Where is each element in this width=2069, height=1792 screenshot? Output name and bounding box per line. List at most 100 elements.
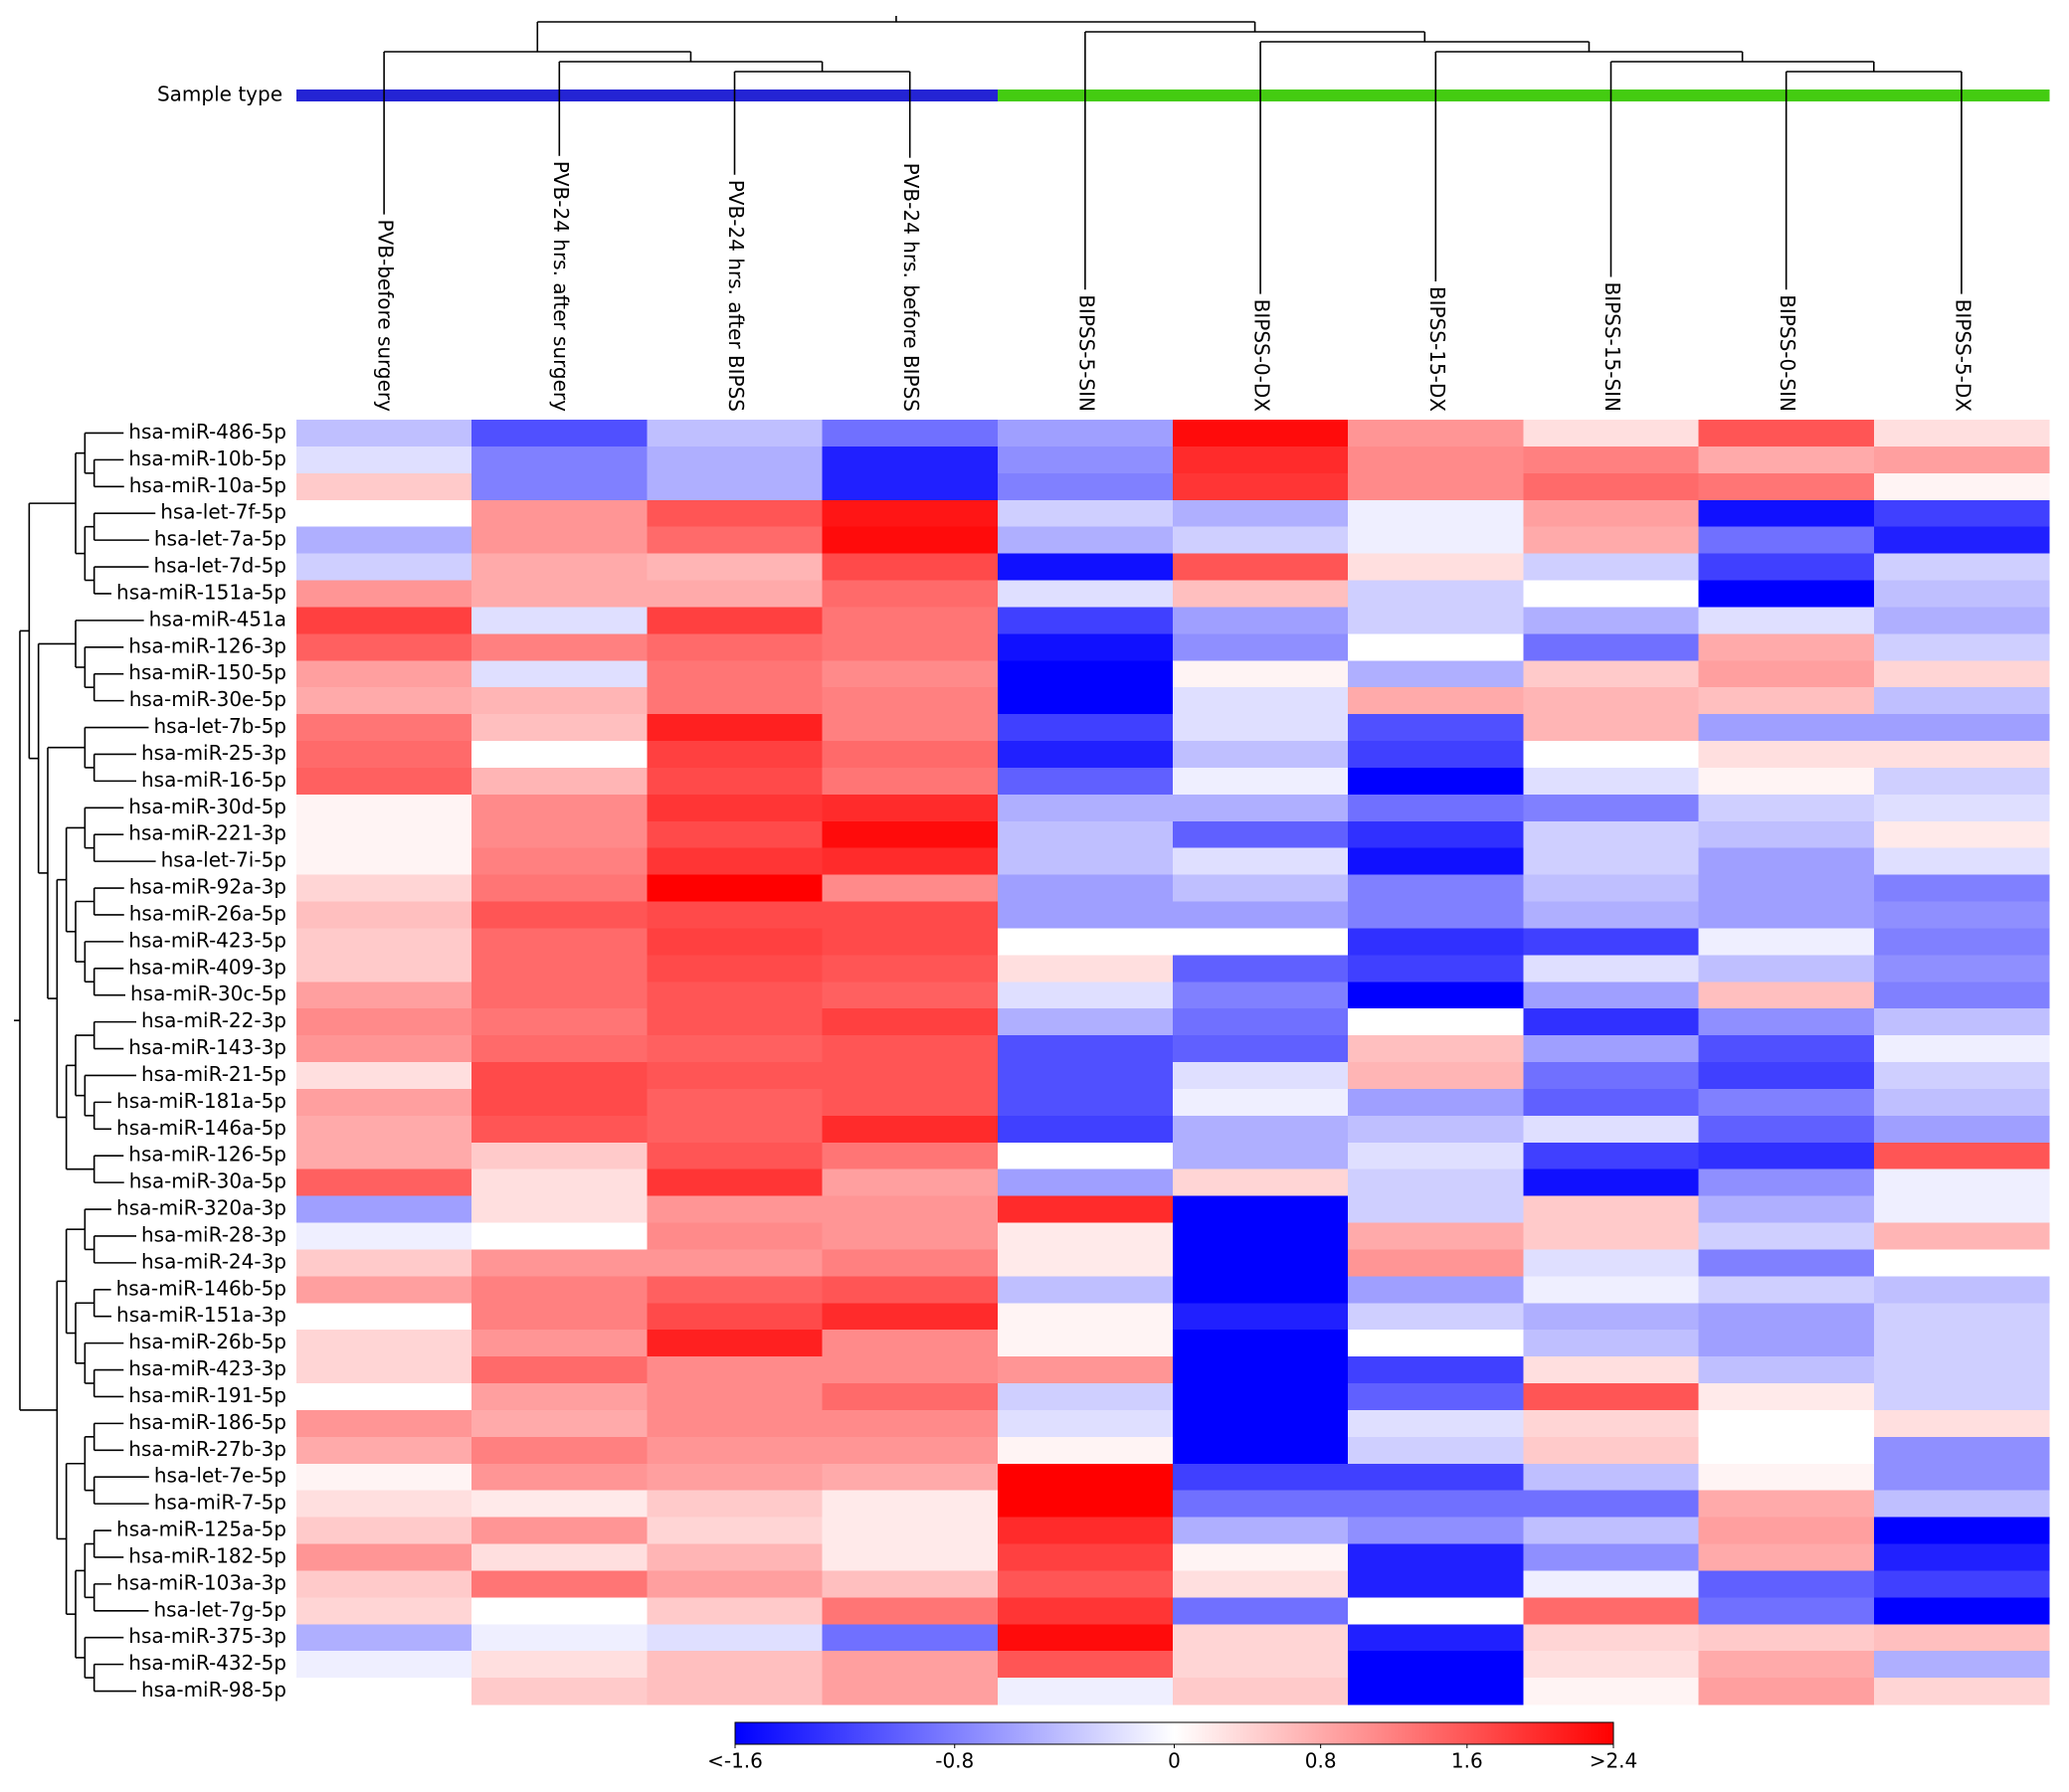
heatmap-cell: [647, 714, 824, 742]
heatmap-cell: [997, 1570, 1174, 1598]
row-label: hsa-miR-21-5p: [141, 1062, 286, 1086]
heatmap-cell: [1348, 1597, 1524, 1625]
heatmap-cell: [1348, 1088, 1524, 1117]
heatmap-cell: [1173, 1597, 1349, 1625]
heatmap-cell: [1523, 1597, 1700, 1625]
heatmap-cell: [647, 1249, 824, 1277]
heatmap-cell: [1698, 1330, 1875, 1357]
heatmap-cell: [1698, 472, 1875, 501]
heatmap-cell: [1698, 687, 1875, 715]
heatmap-cell: [1173, 1490, 1349, 1519]
heatmap-cell: [471, 901, 648, 930]
heatmap-cell: [647, 1356, 824, 1384]
column-label: BIPSS-5-SIN: [1074, 294, 1098, 412]
heatmap-cell: [647, 1409, 824, 1438]
heatmap-cell: [1523, 1303, 1700, 1331]
heatmap-cell: [647, 1463, 824, 1492]
heatmap-cell: [1873, 741, 2050, 769]
heatmap-cell: [997, 1678, 1174, 1705]
heatmap-cell: [1348, 847, 1524, 876]
heatmap-cell: [296, 741, 472, 769]
heatmap-cell: [1523, 1651, 1700, 1679]
heatmap-cell: [471, 1168, 648, 1197]
heatmap-cell: [822, 1383, 999, 1411]
heatmap-cell: [1173, 767, 1349, 796]
heatmap-cell: [822, 1276, 999, 1304]
heatmap-cell: [1173, 1651, 1349, 1679]
heatmap-cell: [471, 1008, 648, 1036]
heatmap-cell: [1698, 1222, 1875, 1251]
heatmap-cell: [1873, 1222, 2050, 1251]
heatmap-cell: [1348, 1463, 1524, 1492]
heatmap-cell: [997, 1624, 1174, 1652]
colorbar: [734, 1721, 1614, 1745]
heatmap-cell: [296, 928, 472, 956]
sample-type-label: Sample type: [157, 83, 282, 106]
heatmap-cell: [1348, 1330, 1524, 1357]
heatmap-cell: [647, 1195, 824, 1224]
heatmap-cell: [1698, 1543, 1875, 1572]
heatmap-cell: [1698, 553, 1875, 582]
heatmap-cell: [647, 928, 824, 956]
heatmap-cell: [471, 741, 648, 769]
heatmap-cell: [471, 794, 648, 822]
heatmap-cell: [1698, 526, 1875, 555]
heatmap-cell: [647, 955, 824, 983]
heatmap-cell: [822, 607, 999, 634]
heatmap-cell: [296, 1651, 472, 1679]
heatmap-cell: [1348, 1624, 1524, 1652]
heatmap-cell: [471, 660, 648, 688]
heatmap-cell: [296, 767, 472, 796]
heatmap-cell: [1173, 1463, 1349, 1492]
heatmap-cell: [1698, 1303, 1875, 1331]
heatmap-cell: [471, 1490, 648, 1519]
heatmap-cell: [1873, 767, 2050, 796]
heatmap-cell: [1873, 1249, 2050, 1277]
colorbar-tick-label: 0.8: [1305, 1749, 1337, 1773]
column-label: BIPSS-15-DX: [1425, 286, 1449, 412]
heatmap-cell: [1173, 901, 1349, 930]
heatmap-cell: [1523, 446, 1700, 474]
row-label: hsa-miR-7-5p: [154, 1491, 286, 1515]
heatmap-cell: [1523, 1517, 1700, 1545]
heatmap-cell: [1523, 794, 1700, 822]
heatmap-cell: [1348, 1383, 1524, 1411]
heatmap-cell: [1348, 553, 1524, 582]
heatmap-cell: [822, 847, 999, 876]
colorbar-tick-label: 1.6: [1451, 1749, 1483, 1773]
heatmap-cell: [1173, 1383, 1349, 1411]
heatmap-cell: [296, 1115, 472, 1144]
heatmap-cell: [997, 420, 1174, 448]
heatmap-cell: [1173, 741, 1349, 769]
heatmap-cell: [822, 420, 999, 448]
heatmap-cell: [1873, 633, 2050, 661]
row-label: hsa-miR-423-3p: [128, 1356, 286, 1380]
heatmap-cell: [997, 714, 1174, 742]
heatmap-cell: [1698, 1195, 1875, 1224]
row-label: hsa-miR-432-5p: [128, 1651, 286, 1675]
heatmap-cell: [1698, 714, 1875, 742]
heatmap-cell: [1873, 1008, 2050, 1036]
heatmap-cell: [1173, 580, 1349, 609]
heatmap-cell: [822, 553, 999, 582]
heatmap-cell: [997, 1651, 1174, 1679]
heatmap-cell: [471, 553, 648, 582]
heatmap-cell: [1523, 1570, 1700, 1598]
heatmap-cell: [1348, 499, 1524, 528]
heatmap-cell: [997, 1088, 1174, 1117]
row-label: hsa-let-7a-5p: [154, 527, 286, 551]
heatmap-cell: [1873, 420, 2050, 448]
heatmap-cell: [296, 1195, 472, 1224]
row-label: hsa-miR-146b-5p: [116, 1276, 286, 1300]
heatmap-cell: [296, 660, 472, 688]
heatmap-cell: [1873, 1088, 2050, 1117]
heatmap-cell: [296, 1517, 472, 1545]
heatmap-cell: [822, 1651, 999, 1679]
heatmap-cell: [822, 1195, 999, 1224]
heatmap-cell: [647, 901, 824, 930]
row-label: hsa-miR-26a-5p: [129, 901, 286, 925]
heatmap-cell: [471, 767, 648, 796]
heatmap-cell: [1698, 1142, 1875, 1170]
row-label: hsa-miR-320a-3p: [116, 1196, 286, 1220]
row-label: hsa-let-7i-5p: [161, 848, 286, 872]
